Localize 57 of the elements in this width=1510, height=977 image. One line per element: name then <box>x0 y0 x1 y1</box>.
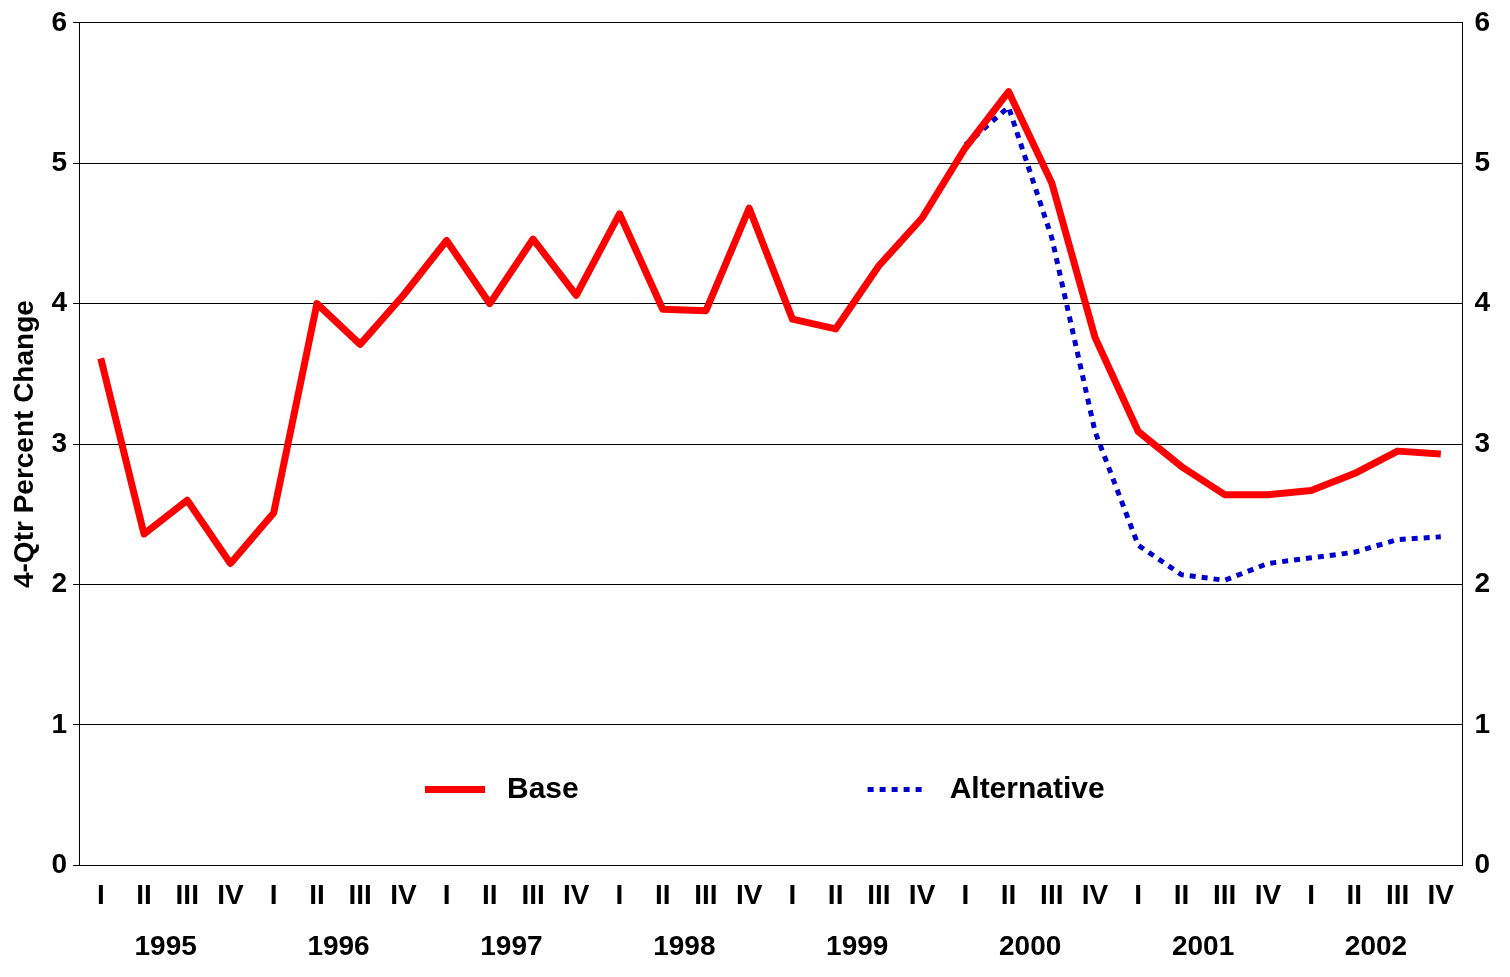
text: 1999 <box>826 929 889 961</box>
x-tick-label: III <box>694 878 718 910</box>
x-tick-label: II <box>654 878 671 910</box>
x-tick-label: IV <box>563 878 590 910</box>
text: 2002 <box>1344 929 1408 961</box>
x-tick-label: IV <box>735 878 763 910</box>
x-tick-label: III <box>175 878 199 910</box>
x-tick-label: III <box>867 878 891 910</box>
x-tick-label: III <box>1385 878 1410 910</box>
x-tick-label: IV <box>217 878 245 910</box>
x-tick-label: III <box>1213 878 1237 910</box>
x-tick-label: I <box>788 878 797 910</box>
text: 2001 <box>1171 929 1235 961</box>
x-tick-label: IV <box>908 878 936 910</box>
y-axis-title: 4-Qtr Percent Change <box>7 300 39 589</box>
text: 1998 <box>653 929 716 961</box>
x-tick-label: I <box>96 878 105 910</box>
x-tick-label: IV <box>1427 878 1455 910</box>
text: 1995 <box>134 929 197 961</box>
x-tick-label: III <box>348 878 372 910</box>
y2-tick-label: 3 <box>1474 426 1491 458</box>
x-tick-label: I <box>442 878 451 910</box>
y-tick-label: 6 <box>51 5 68 37</box>
x-tick-label: II <box>482 878 498 910</box>
x-tick-label: II <box>309 878 325 910</box>
y2-tick-label: 4 <box>1474 286 1491 318</box>
y2-tick-label: 5 <box>1474 145 1491 177</box>
x-tick-label: IV <box>1081 878 1109 910</box>
legend-label: Base <box>506 770 579 804</box>
y2-tick-label: 1 <box>1474 707 1491 739</box>
x-tick-label: III <box>521 878 545 910</box>
x-tick-label: IV <box>390 878 417 910</box>
x-tick-label: II <box>136 878 152 910</box>
x-tick-label: II <box>1173 878 1190 910</box>
x-tick-label: II <box>1000 878 1017 910</box>
x-tick-label: II <box>827 878 844 910</box>
y-tick-label: 2 <box>51 567 68 599</box>
x-tick-label: IV <box>1254 878 1282 910</box>
y-tick-label: 3 <box>51 426 68 458</box>
x-tick-label: I <box>1134 878 1143 910</box>
y-tick-label: 1 <box>51 707 68 739</box>
legend-label: Alternative <box>949 770 1105 804</box>
y-tick-label: 0 <box>51 848 68 880</box>
y-tick-label: 5 <box>51 145 68 177</box>
x-tick-label: I <box>615 878 624 910</box>
x-tick-label: I <box>269 878 278 910</box>
y-tick-label: 4 <box>51 286 68 318</box>
text: 1997 <box>480 929 543 961</box>
y2-tick-label: 2 <box>1474 567 1491 599</box>
x-tick-label: I <box>961 878 970 910</box>
x-tick-label: II <box>1346 878 1363 910</box>
text: 1996 <box>307 929 370 961</box>
y2-tick-label: 0 <box>1474 848 1491 880</box>
text: 2000 <box>999 929 1062 961</box>
y2-tick-label: 6 <box>1474 5 1491 37</box>
x-tick-label: I <box>1307 878 1316 910</box>
x-tick-label: III <box>1040 878 1064 910</box>
